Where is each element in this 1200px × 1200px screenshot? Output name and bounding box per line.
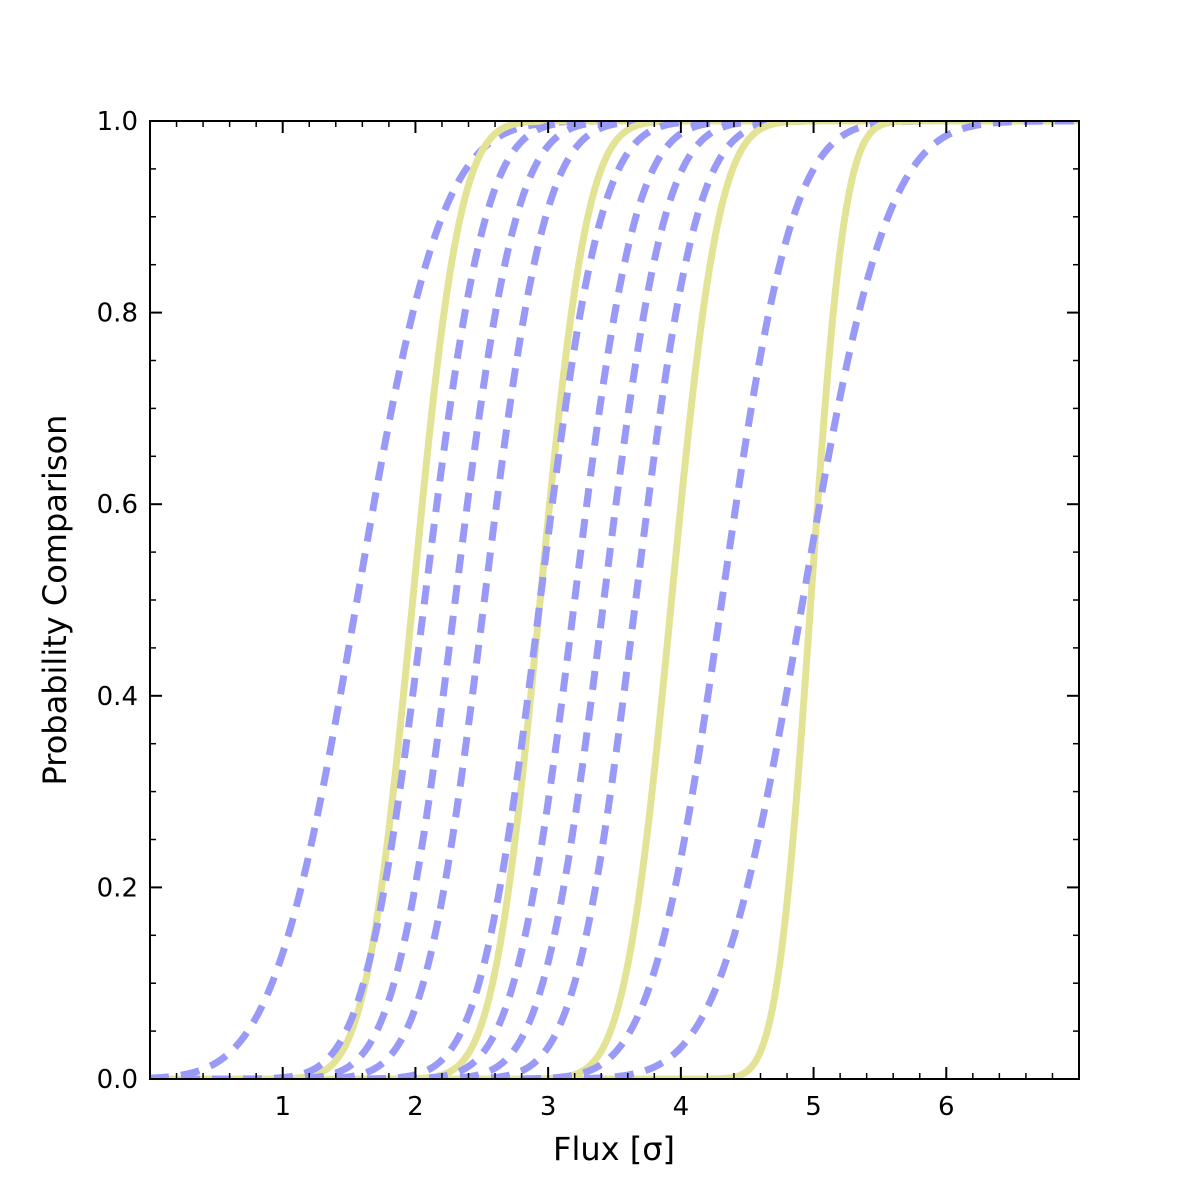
tick-label-layer: 1 2 3 4 5 6 0.0 0.2 0.4 0.6 0.8 1.0: [97, 107, 955, 1122]
x-tick-label: 5: [805, 1092, 822, 1122]
dashed-series-8: [150, 121, 1079, 1079]
dashed-series-1: [150, 121, 1079, 1079]
solid-series-11: [150, 121, 1079, 1079]
dashed-series-10: [150, 121, 1079, 1079]
dashed-series-12: [150, 121, 1079, 1079]
solid-series-6: [150, 121, 1079, 1079]
x-tick-label: 2: [407, 1092, 424, 1122]
y-tick-label: 0.2: [97, 873, 138, 903]
y-tick-label: 1.0: [97, 107, 138, 137]
y-axis-label: Probability Comparison: [36, 415, 74, 786]
x-tick-label: 1: [274, 1092, 291, 1122]
y-tick-label: 0.8: [97, 299, 138, 329]
y-tick-label: 0.0: [97, 1065, 138, 1095]
y-tick-label: 0.6: [97, 490, 138, 520]
x-tick-label: 4: [673, 1092, 690, 1122]
x-axis-label: Flux [σ]: [553, 1130, 675, 1168]
dashed-series-14: [150, 121, 1079, 1079]
x-tick-label: 3: [540, 1092, 557, 1122]
dashed-series-5: [150, 121, 1079, 1079]
x-tick-label: 6: [938, 1092, 955, 1122]
y-tick-label: 0.4: [97, 682, 138, 712]
plot-frame: [149, 120, 1080, 1080]
